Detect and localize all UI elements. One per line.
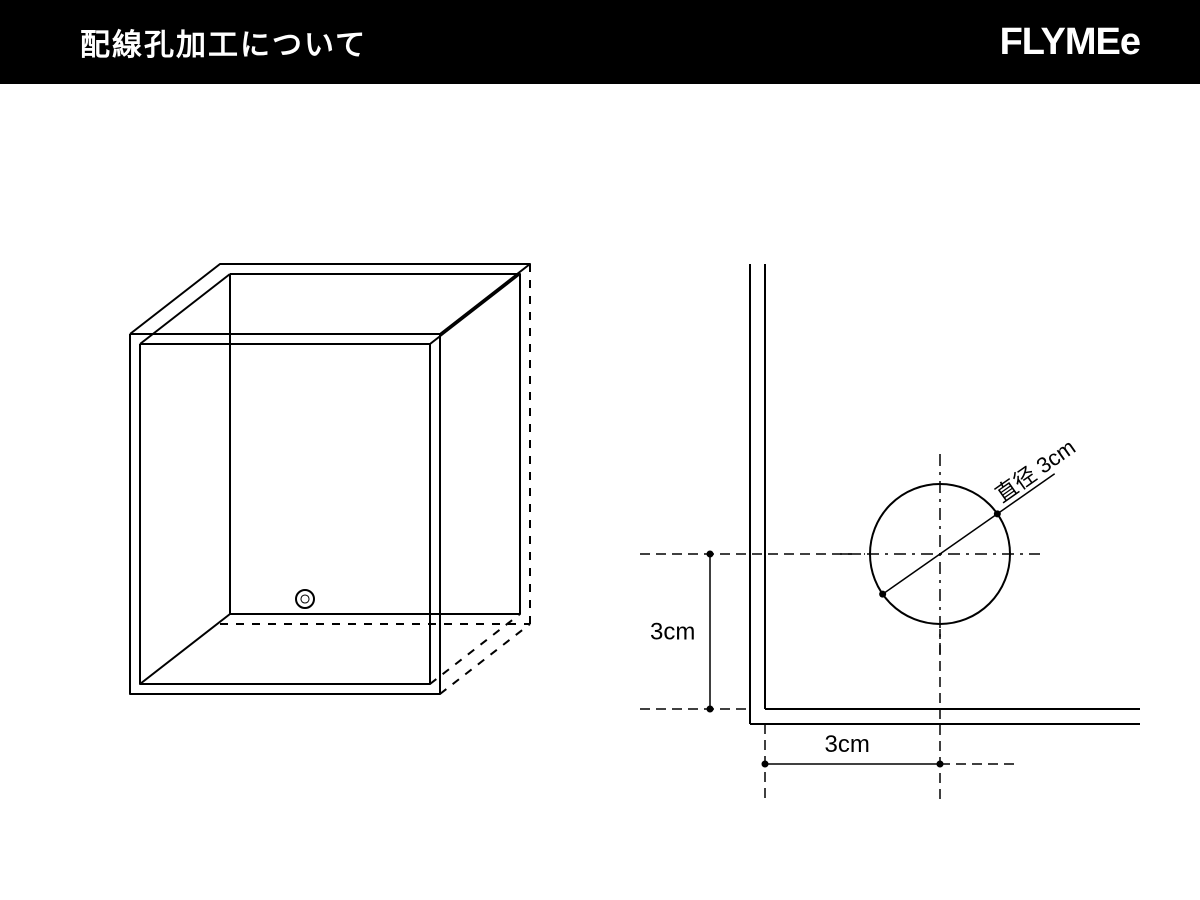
svg-text:3cm: 3cm bbox=[650, 619, 695, 646]
svg-text:3cm: 3cm bbox=[825, 731, 870, 758]
header-bar: 配線孔加工について FLYMEe bbox=[0, 0, 1200, 84]
brand-logo: FLYMEe bbox=[1000, 21, 1140, 64]
diagram-content: 直径 3cm 3cm 3cm bbox=[0, 84, 1200, 884]
svg-text:直径 3cm: 直径 3cm bbox=[991, 434, 1080, 507]
cube-diagram bbox=[90, 254, 570, 779]
page-title: 配線孔加工について bbox=[80, 20, 367, 64]
detail-diagram: 直径 3cm 3cm 3cm bbox=[620, 254, 1180, 859]
